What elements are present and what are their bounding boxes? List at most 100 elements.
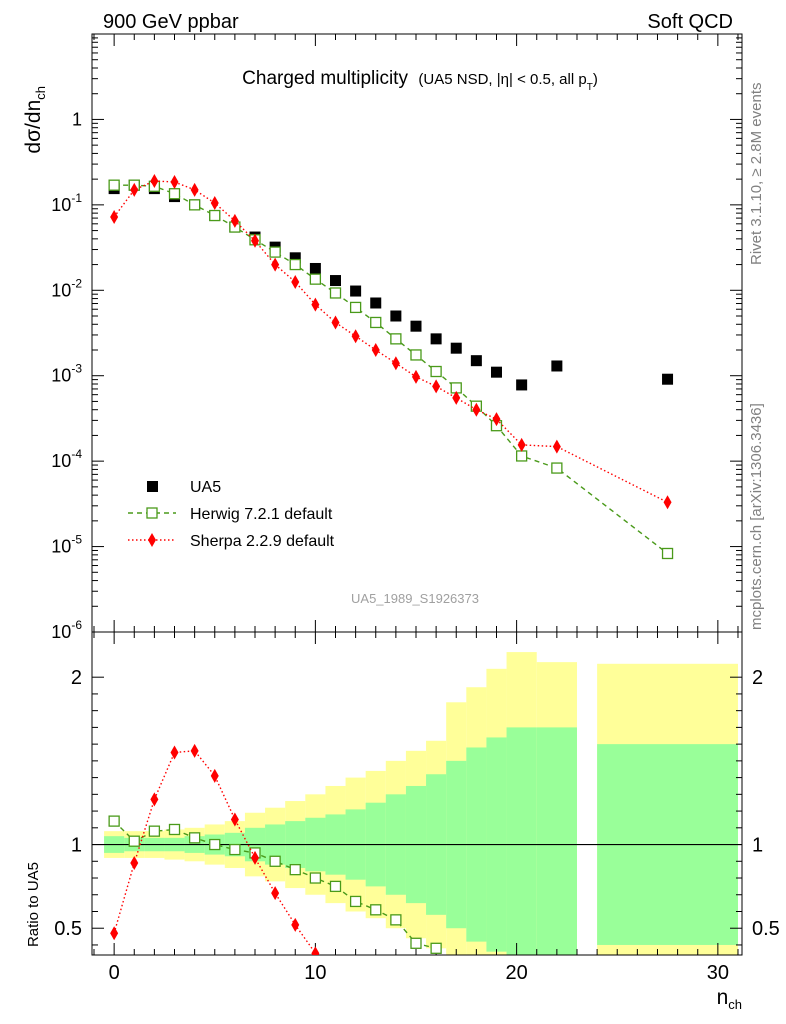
ratio-point bbox=[311, 946, 320, 955]
ratio-point bbox=[108, 815, 120, 827]
data-point bbox=[370, 316, 382, 329]
ratio-axes: 0.5 0.51 12 20 10 20 30 bbox=[54, 631, 780, 984]
data-point bbox=[168, 188, 181, 200]
legend-item-ua5: UA5 bbox=[147, 479, 221, 496]
band-inner bbox=[536, 727, 577, 955]
data-point bbox=[291, 275, 300, 290]
ratio-y-tick-label-right: 2 bbox=[752, 667, 763, 689]
main-series-2 bbox=[110, 174, 672, 510]
data-point bbox=[551, 360, 563, 372]
data-point bbox=[289, 252, 301, 264]
ratio-point bbox=[229, 843, 241, 856]
ratio-frame bbox=[91, 631, 743, 956]
data-point bbox=[390, 310, 402, 322]
main-series-0 bbox=[108, 179, 674, 391]
y-tick-label: 10-4 bbox=[51, 447, 82, 471]
data-point bbox=[390, 333, 402, 345]
ratio-point bbox=[110, 926, 119, 941]
band-inner bbox=[506, 727, 537, 955]
ratio-bands bbox=[104, 652, 738, 955]
ratio-point bbox=[170, 745, 179, 760]
y-tick-label: 1 bbox=[72, 109, 82, 129]
ratio-point bbox=[430, 942, 442, 954]
data-point bbox=[329, 275, 341, 287]
data-point bbox=[450, 342, 462, 354]
ratio-y-tick-label: 1 bbox=[71, 835, 82, 857]
data-point bbox=[470, 355, 482, 367]
data-point bbox=[309, 262, 321, 274]
ratio-point bbox=[210, 768, 219, 783]
data-point bbox=[452, 390, 461, 405]
data-point bbox=[517, 437, 526, 452]
legend-marker-sherpa bbox=[148, 533, 156, 547]
ratio-point bbox=[329, 880, 342, 893]
data-point bbox=[210, 196, 219, 211]
legend-item-herwig: Herwig 7.2.1 default bbox=[128, 506, 333, 523]
analysis-id: UA5_1989_S1926373 bbox=[351, 591, 479, 606]
data-point bbox=[661, 547, 674, 560]
data-point bbox=[552, 439, 561, 454]
data-point bbox=[662, 373, 674, 385]
y-tick-label: 10-2 bbox=[51, 276, 82, 300]
ratio-series bbox=[108, 743, 442, 955]
legend-label-sherpa: Sherpa 2.2.9 default bbox=[190, 533, 335, 550]
ratio-point bbox=[390, 914, 402, 926]
ratio-point bbox=[410, 937, 422, 949]
data-point bbox=[516, 379, 528, 391]
data-point bbox=[309, 273, 322, 285]
data-point bbox=[110, 210, 119, 225]
legend-item-sherpa: Sherpa 2.2.9 default bbox=[128, 533, 335, 550]
ratio-point bbox=[309, 872, 322, 884]
ratio-point bbox=[130, 855, 139, 870]
data-point bbox=[370, 297, 382, 309]
rivet-label: Rivet 3.1.10, ≥ 2.8M events bbox=[748, 83, 765, 266]
data-point bbox=[251, 233, 260, 248]
ratio-panel: 0.5 0.51 12 20 10 20 30 Ratio to UA5 nch bbox=[25, 631, 780, 1012]
data-point bbox=[663, 495, 672, 510]
mcplots-label: mcplots.cern.ch [arXiv:1306.3436] bbox=[748, 403, 765, 630]
main-panel: 10-6 10-5 10-4 10-3 10-2 10-1 1 Charged multip… bbox=[22, 33, 743, 642]
data-point bbox=[271, 257, 280, 272]
data-point bbox=[371, 342, 380, 357]
data-point bbox=[108, 179, 120, 191]
header-right: Soft QCD bbox=[647, 11, 733, 33]
ratio-series-0 bbox=[108, 815, 442, 954]
ratio-point bbox=[349, 895, 362, 908]
y-tick-label: 10-1 bbox=[51, 191, 82, 215]
data-point bbox=[391, 356, 400, 371]
data-point bbox=[430, 333, 442, 345]
data-point bbox=[351, 329, 360, 344]
data-point bbox=[311, 297, 320, 312]
legend-label-ua5: UA5 bbox=[190, 479, 221, 496]
ratio-point bbox=[370, 904, 382, 916]
data-point bbox=[230, 213, 239, 228]
data-point bbox=[350, 285, 362, 297]
ratio-point bbox=[190, 743, 199, 758]
ratio-point bbox=[148, 825, 161, 837]
x-tick-label: 30 bbox=[707, 962, 729, 984]
data-point bbox=[411, 369, 420, 384]
ratio-series-1 bbox=[110, 743, 320, 955]
data-point bbox=[490, 366, 502, 378]
data-point bbox=[188, 199, 201, 211]
data-point bbox=[515, 450, 528, 462]
ratio-point bbox=[251, 850, 260, 865]
ratio-y-tick-label-right: 0.5 bbox=[752, 918, 780, 940]
data-point bbox=[331, 315, 340, 330]
data-point bbox=[170, 175, 179, 190]
ratio-point bbox=[150, 792, 159, 807]
ratio-line bbox=[113, 820, 437, 949]
series-line bbox=[114, 184, 668, 555]
ratio-point bbox=[269, 855, 281, 867]
series-line bbox=[113, 180, 668, 503]
ratio-point bbox=[209, 838, 221, 851]
data-point bbox=[130, 182, 139, 197]
ratio-point bbox=[289, 863, 301, 876]
legend-label-herwig: Herwig 7.2.1 default bbox=[190, 506, 333, 523]
data-point bbox=[472, 402, 481, 417]
y-tick-label: 10-3 bbox=[51, 362, 82, 386]
x-tick-label: 20 bbox=[505, 962, 527, 984]
data-point bbox=[492, 412, 501, 427]
y-tick-label: 10-6 bbox=[51, 618, 82, 642]
